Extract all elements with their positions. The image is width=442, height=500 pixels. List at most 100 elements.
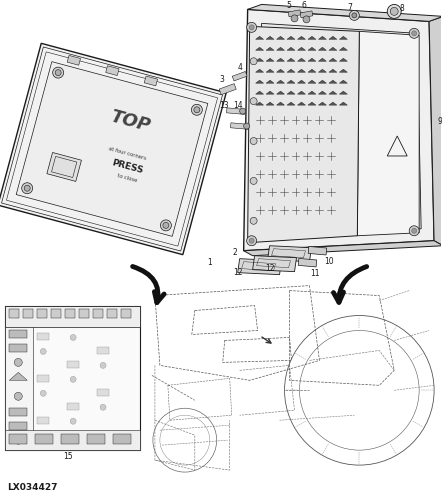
Polygon shape <box>339 69 347 72</box>
Polygon shape <box>277 69 285 72</box>
Polygon shape <box>226 108 245 114</box>
Polygon shape <box>277 91 285 94</box>
Polygon shape <box>297 69 305 72</box>
Bar <box>97 348 109 354</box>
Circle shape <box>352 13 357 18</box>
Polygon shape <box>308 102 316 105</box>
Text: PRESS: PRESS <box>110 158 144 176</box>
Polygon shape <box>308 69 316 72</box>
Text: 15: 15 <box>63 452 73 460</box>
Polygon shape <box>65 308 75 318</box>
Polygon shape <box>266 91 274 94</box>
Polygon shape <box>287 91 295 94</box>
Circle shape <box>22 182 33 194</box>
Text: 2: 2 <box>232 248 237 257</box>
Circle shape <box>412 228 417 234</box>
Polygon shape <box>266 102 274 105</box>
Bar <box>5 430 140 450</box>
Circle shape <box>387 4 401 18</box>
Bar <box>113 434 131 444</box>
Polygon shape <box>37 308 47 318</box>
Circle shape <box>409 226 419 236</box>
Bar <box>97 390 109 396</box>
Polygon shape <box>329 91 337 94</box>
Polygon shape <box>67 56 80 65</box>
Bar <box>67 404 79 410</box>
Text: 12: 12 <box>233 268 242 277</box>
Polygon shape <box>144 76 158 86</box>
Bar <box>9 408 27 416</box>
Polygon shape <box>288 10 301 17</box>
Bar <box>5 328 33 448</box>
Bar <box>61 434 79 444</box>
Polygon shape <box>266 69 274 72</box>
Circle shape <box>163 222 169 228</box>
Polygon shape <box>298 258 317 267</box>
Polygon shape <box>9 372 27 380</box>
Polygon shape <box>277 36 285 40</box>
Polygon shape <box>318 80 327 83</box>
Text: to close: to close <box>117 173 137 183</box>
Polygon shape <box>329 36 337 40</box>
Polygon shape <box>253 256 297 272</box>
Polygon shape <box>339 80 347 83</box>
Polygon shape <box>79 308 89 318</box>
Circle shape <box>40 390 46 396</box>
Polygon shape <box>266 80 274 83</box>
Circle shape <box>70 334 76 340</box>
Polygon shape <box>297 58 305 61</box>
Polygon shape <box>429 16 442 245</box>
Polygon shape <box>287 58 295 61</box>
Circle shape <box>40 348 46 354</box>
Polygon shape <box>238 258 282 274</box>
Polygon shape <box>106 66 119 76</box>
Polygon shape <box>297 91 305 94</box>
Polygon shape <box>266 58 274 61</box>
Polygon shape <box>277 58 285 61</box>
Polygon shape <box>339 48 347 50</box>
Circle shape <box>100 404 106 410</box>
Polygon shape <box>9 308 19 318</box>
Polygon shape <box>308 36 316 40</box>
Polygon shape <box>357 32 419 236</box>
Text: 10: 10 <box>324 257 334 266</box>
Polygon shape <box>329 58 337 61</box>
Circle shape <box>409 28 419 38</box>
Polygon shape <box>339 58 347 61</box>
Polygon shape <box>277 80 285 83</box>
Polygon shape <box>255 48 263 50</box>
Circle shape <box>390 8 398 16</box>
Polygon shape <box>297 80 305 83</box>
Circle shape <box>247 236 257 246</box>
Polygon shape <box>318 91 327 94</box>
Polygon shape <box>318 48 327 50</box>
Polygon shape <box>121 308 131 318</box>
Circle shape <box>250 98 257 104</box>
Text: 4: 4 <box>237 62 242 72</box>
Polygon shape <box>16 62 208 236</box>
Polygon shape <box>248 4 442 21</box>
Circle shape <box>303 16 310 23</box>
Bar <box>9 330 27 338</box>
Circle shape <box>14 436 22 444</box>
Circle shape <box>250 138 257 144</box>
Polygon shape <box>255 80 263 83</box>
Bar <box>67 362 79 368</box>
Text: 11: 11 <box>311 269 320 278</box>
Text: 1: 1 <box>207 258 212 267</box>
Polygon shape <box>266 36 274 40</box>
Circle shape <box>70 418 76 424</box>
Polygon shape <box>47 152 81 182</box>
Bar <box>9 434 27 444</box>
Polygon shape <box>287 80 295 83</box>
Circle shape <box>250 178 257 184</box>
Bar <box>37 417 49 424</box>
Circle shape <box>53 67 64 78</box>
Text: at four corners: at four corners <box>107 146 146 162</box>
Circle shape <box>100 362 106 368</box>
Polygon shape <box>308 246 327 255</box>
Polygon shape <box>277 102 285 105</box>
Text: 6: 6 <box>301 1 306 10</box>
Circle shape <box>412 31 417 36</box>
Polygon shape <box>339 91 347 94</box>
